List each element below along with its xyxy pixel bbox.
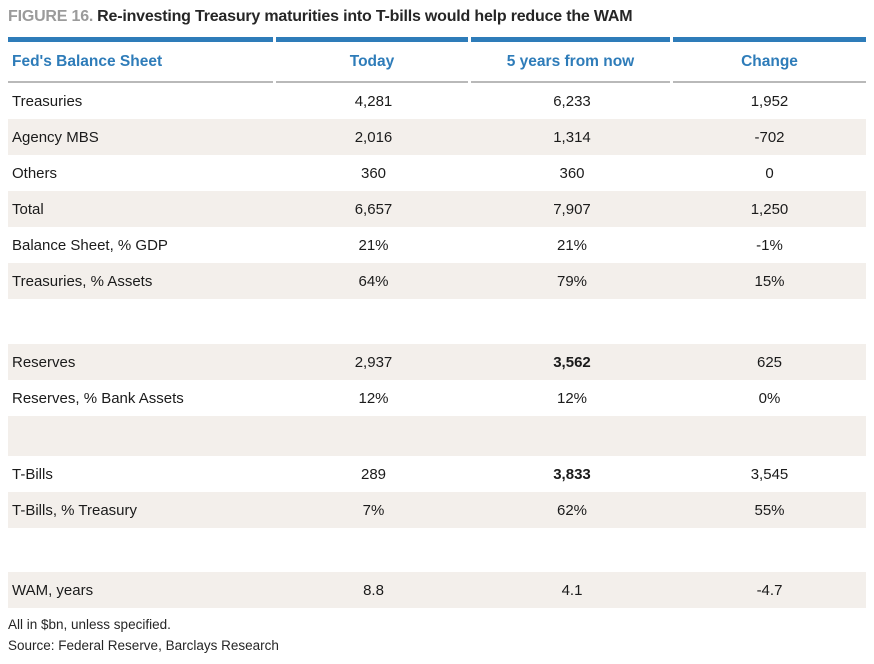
cell-future: 1,314 [553,128,591,146]
spacer-row [8,528,866,572]
balance-sheet-table: Fed's Balance Sheet Today 5 years from n… [8,37,866,608]
cell-change: -1% [756,236,783,254]
footnote-units: All in $bn, unless specified. [8,617,171,632]
cell-future: 21% [556,236,588,254]
row-label: Reserves [12,353,76,371]
cell-future: 7,907 [553,200,591,218]
cell-today: 21% [358,236,389,254]
spacer-row [8,299,866,344]
figure-heading: Re-investing Treasury maturities into T-… [97,8,633,25]
cell-future: 3,562 [553,353,591,371]
cell-future: 3,833 [553,465,591,483]
row-label: Reserves, % Bank Assets [12,389,184,407]
cell-change: -4.7 [756,581,783,599]
table-row-reserves-pct-bank-assets: Reserves, % Bank Assets 12% 12% 0% [8,380,866,416]
cell-today: 7% [362,501,385,519]
row-label: Total [12,200,44,218]
col-header-feds-balance-sheet: Fed's Balance Sheet [12,52,163,70]
col-header-today: Today [349,52,395,70]
cell-future: 62% [556,501,588,519]
row-label: Others [12,164,58,182]
spacer-row [8,416,866,456]
row-label: Agency MBS [12,128,99,146]
table-row-balance-sheet-pct-gdp: Balance Sheet, % GDP 21% 21% -1% [8,227,866,263]
cell-today: 289 [360,465,387,483]
cell-change: 0% [758,389,781,407]
table-row-wam-years: WAM, years 8.8 4.1 -4.7 [8,572,866,608]
cell-change: 1,952 [750,92,789,110]
figure-title: FIGURE 16. Re-investing Treasury maturiti… [8,6,874,28]
cell-change: 3,545 [750,465,789,483]
cell-today: 6,657 [354,200,393,218]
cell-change: 1,250 [750,200,789,218]
table-row-treasuries-pct-assets: Treasuries, % Assets 64% 79% 15% [8,263,866,299]
cell-today: 2,016 [354,128,393,146]
table-top-rule [8,37,866,42]
cell-future: 4.1 [561,581,583,599]
row-label: Treasuries, % Assets [12,272,153,290]
col-header-5-years-from-now: 5 years from now [506,52,635,70]
header-divider-rule [8,81,866,83]
row-label: WAM, years [12,581,94,599]
row-label: T-Bills [12,465,53,483]
col-header-change: Change [741,52,798,70]
cell-today: 4,281 [354,92,393,110]
cell-change: -702 [754,128,785,146]
row-label: Treasuries [12,92,83,110]
table-row-t-bills-pct-treasury: T-Bills, % Treasury 7% 62% 55% [8,492,866,528]
table-row-others: Others 360 360 0 [8,155,866,191]
footnote-source: Source: Federal Reserve, Barclays Resear… [8,638,279,653]
cell-today: 2,937 [354,353,393,371]
row-label: T-Bills, % Treasury [12,501,138,519]
cell-today: 12% [358,389,389,407]
cell-change: 625 [756,353,783,371]
table-row-reserves: Reserves 2,937 3,562 625 [8,344,866,380]
cell-future: 12% [556,389,588,407]
cell-future: 360 [559,164,585,182]
table-row-total: Total 6,657 7,907 1,250 [8,191,866,227]
cell-future: 79% [556,272,588,290]
cell-today: 64% [358,272,389,290]
cell-today: 8.8 [363,581,384,599]
figure-label: FIGURE 16. [8,8,94,25]
cell-future: 6,233 [553,92,591,110]
cell-change: 0 [765,164,774,182]
row-label: Balance Sheet, % GDP [12,236,168,254]
table-row-agency-mbs: Agency MBS 2,016 1,314 -702 [8,119,866,155]
cell-today: 360 [360,164,387,182]
table-row-t-bills: T-Bills 289 3,833 3,545 [8,456,866,492]
table-row-treasuries: Treasuries 4,281 6,233 1,952 [8,83,866,119]
cell-change: 55% [754,501,785,519]
table-header-row: Fed's Balance Sheet Today 5 years from n… [8,42,866,81]
footnotes: All in $bn, unless specified. Source: Fe… [8,614,874,656]
cell-change: 15% [754,272,785,290]
